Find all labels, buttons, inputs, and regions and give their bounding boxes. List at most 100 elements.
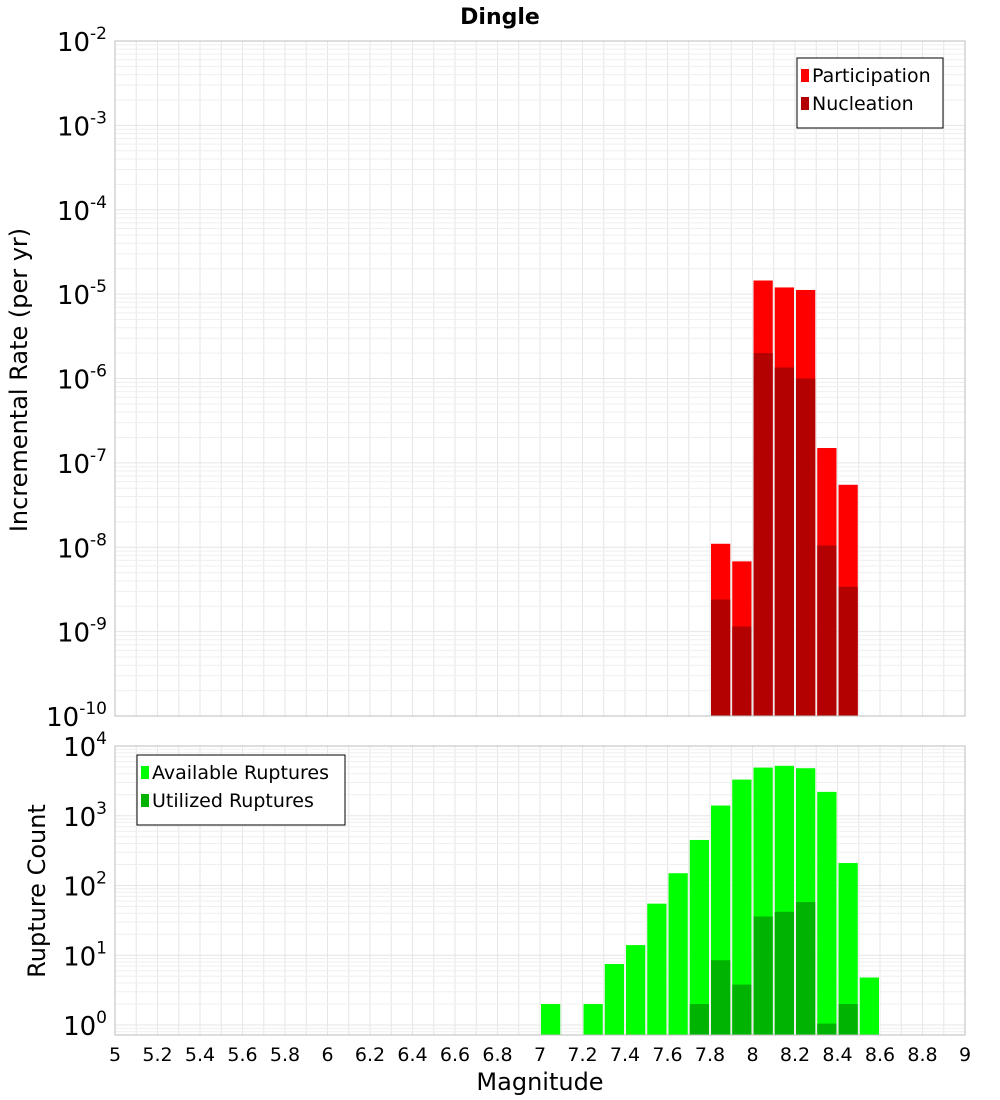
bar (668, 873, 688, 1035)
bar (774, 911, 794, 1035)
y-tick-base: 10 (57, 28, 90, 58)
x-tick-label: 7.4 (610, 1044, 640, 1066)
y-tick-base: 10 (63, 803, 96, 833)
legend: Available Ruptures Utilized Ruptures (136, 754, 346, 826)
legend-label: Available Ruptures (152, 762, 329, 784)
y-axis-label-rate: Incremental Rate (per yr) (5, 228, 33, 532)
legend-box (796, 57, 944, 129)
y-tick-label: 10-4 (57, 193, 107, 227)
y-tick-base: 10 (63, 733, 96, 763)
y-tick-exponent: -8 (90, 530, 107, 550)
y-tick-label: 10-5 (57, 277, 107, 311)
y-tick-label: 104 (63, 729, 107, 763)
bar (732, 779, 752, 1035)
plot-frame (114, 40, 966, 717)
y-tick-base: 10 (57, 619, 90, 649)
y-tick-labels: 10-210-310-410-510-610-710-810-910-10 (46, 24, 107, 733)
y-tick-exponent: -10 (79, 699, 107, 719)
bar (647, 903, 667, 1035)
x-tick-label: 5.6 (227, 1044, 257, 1066)
y-tick-label: 101 (63, 938, 107, 972)
y-tick-exponent: 2 (96, 869, 107, 889)
y-tick-base: 10 (63, 1012, 96, 1042)
bar (796, 378, 816, 716)
y-tick-base: 10 (57, 366, 90, 396)
x-tick-label: 5.8 (270, 1044, 300, 1066)
bar (753, 916, 773, 1035)
x-tick-label: 7.6 (652, 1044, 682, 1066)
series-utilized-ruptures (689, 902, 858, 1035)
y-tick-exponent: 3 (96, 799, 107, 819)
y-tick-exponent: 4 (96, 729, 107, 749)
y-tick-base: 10 (57, 450, 90, 480)
x-tick-label: 6.6 (440, 1044, 470, 1066)
bar (817, 1023, 837, 1035)
legend-swatch (141, 766, 149, 779)
bar (583, 1004, 603, 1035)
y-tick-base: 10 (63, 873, 96, 903)
x-tick-label: 6.4 (397, 1044, 427, 1066)
y-tick-label: 10-7 (57, 446, 107, 480)
y-tick-label: 103 (63, 799, 107, 833)
y-tick-label: 10-8 (57, 530, 107, 564)
legend-label: Participation (812, 65, 931, 87)
x-axis-label: Magnitude (476, 1068, 603, 1096)
bar (774, 367, 794, 716)
bar (604, 964, 624, 1035)
x-tick-labels: 5 5.2 5.4 5.6 5.8 6 6.2 6.4 6.6 6.8 7 7.2 7.4 7.6 7.8 8… (109, 1044, 971, 1066)
legend-swatch (141, 794, 149, 807)
bar (732, 984, 752, 1035)
x-tick-label: 6.2 (355, 1044, 385, 1066)
y-tick-label: 100 (63, 1008, 107, 1042)
y-tick-exponent: -9 (90, 615, 107, 635)
x-tick-label: 9 (959, 1044, 971, 1066)
x-tick-label: 8.6 (865, 1044, 895, 1066)
y-tick-label: 102 (63, 869, 107, 903)
x-tick-label: 8 (746, 1044, 758, 1066)
y-tick-exponent: -6 (90, 362, 107, 382)
bar (796, 902, 816, 1035)
y-tick-label: 10-9 (57, 615, 107, 649)
y-tick-base: 10 (63, 942, 96, 972)
bar (838, 1004, 858, 1035)
x-tick-label: 7.8 (695, 1044, 725, 1066)
chart-title: Dingle (460, 5, 540, 30)
x-tick-label: 8.8 (907, 1044, 937, 1066)
x-tick-label: 5.2 (142, 1044, 172, 1066)
y-tick-base: 10 (57, 197, 90, 227)
y-tick-exponent: -4 (90, 193, 107, 213)
participation-rate-panel: 10-210-310-410-510-610-710-810-910-10Par… (46, 24, 966, 733)
plot-frame (114, 745, 966, 1036)
bar (626, 945, 646, 1035)
legend-label: Nucleation (812, 93, 914, 115)
y-tick-label: 10-2 (57, 24, 107, 58)
y-axis-label-count: Rupture Count (23, 804, 51, 978)
y-tick-exponent: 0 (96, 1008, 107, 1028)
legend-label: Utilized Ruptures (152, 790, 314, 812)
bar (711, 599, 731, 716)
y-tick-base: 10 (57, 534, 90, 564)
bar (689, 839, 709, 1035)
bar (817, 791, 837, 1035)
y-tick-base: 10 (46, 703, 79, 733)
bar (732, 626, 752, 716)
y-tick-exponent: -7 (90, 446, 107, 466)
bar (838, 586, 858, 716)
bar (541, 1004, 561, 1035)
x-tick-label: 6.8 (482, 1044, 512, 1066)
legend-swatch (801, 97, 809, 110)
y-tick-base: 10 (57, 281, 90, 311)
legend-box (136, 754, 346, 826)
y-tick-exponent: -3 (90, 108, 107, 128)
legend-swatch (801, 69, 809, 82)
x-tick-label: 5 (109, 1044, 121, 1066)
bar (817, 545, 837, 716)
y-tick-exponent: 1 (96, 938, 107, 958)
bar (859, 977, 879, 1035)
series-nucleation (711, 353, 858, 716)
y-tick-base: 10 (57, 112, 90, 142)
x-tick-label: 7.2 (567, 1044, 597, 1066)
bar (711, 960, 731, 1035)
